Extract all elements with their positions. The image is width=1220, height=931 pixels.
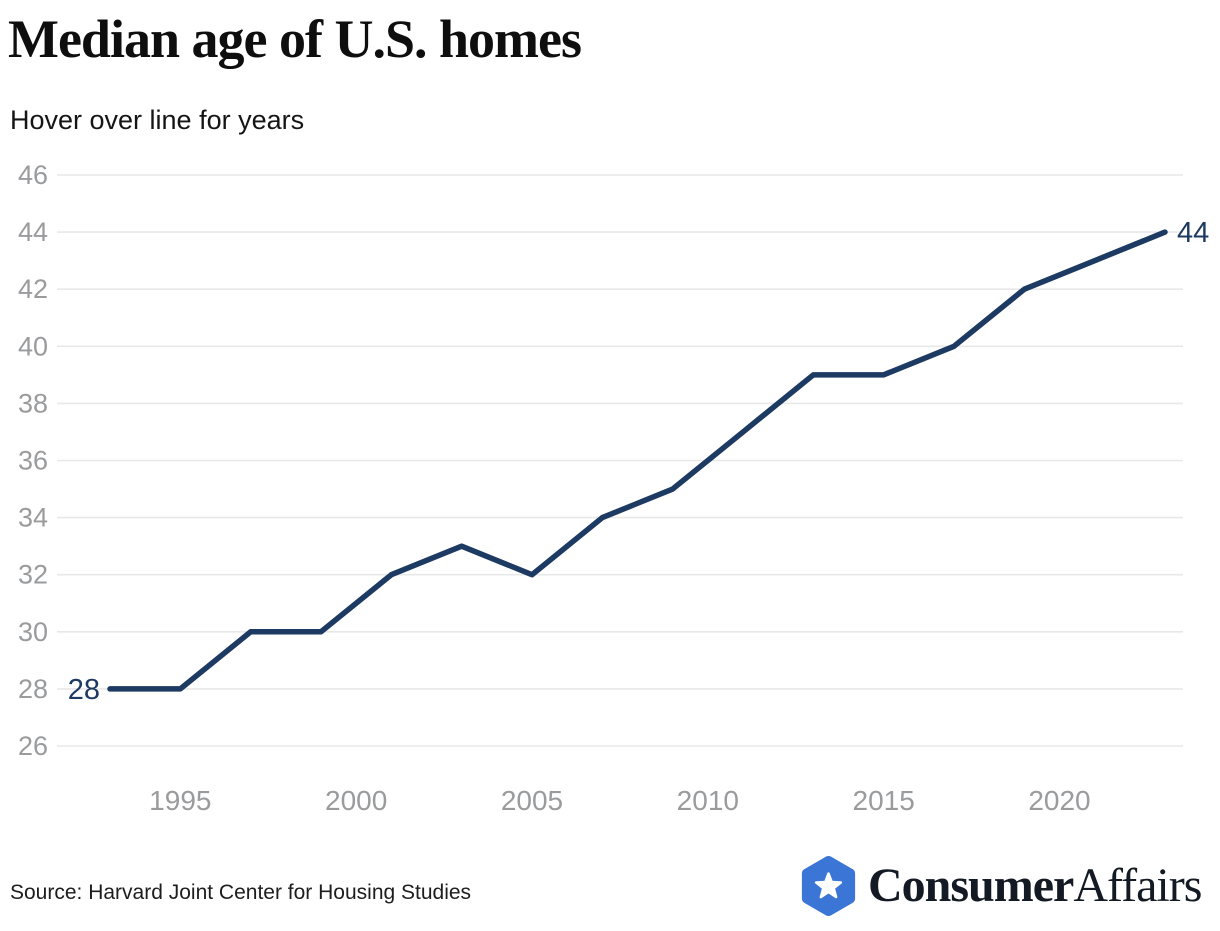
data-line[interactable] (107, 229, 1168, 692)
end-value-label: 44 (1177, 217, 1209, 249)
y-axis-tick-label: 32 (18, 560, 48, 590)
y-axis-tick-label: 40 (18, 331, 48, 361)
y-axis-tick-label: 26 (18, 731, 48, 761)
x-axis-tick-label: 2000 (325, 785, 387, 816)
x-axis-tick-label: 2005 (501, 785, 563, 816)
y-axis-tick-label: 38 (18, 388, 48, 418)
consumeraffairs-logo: ConsumerAffairs (798, 855, 1202, 917)
logo-text-affairs: Affairs (1073, 859, 1202, 912)
y-axis-tick-label: 34 (18, 503, 48, 533)
x-axis-tick-label: 2015 (853, 785, 915, 816)
x-axis-tick-label: 2010 (677, 785, 739, 816)
x-axis-tick-label: 2020 (1028, 785, 1090, 816)
x-axis-tick-label: 1995 (149, 785, 211, 816)
y-axis-tick-label: 44 (18, 217, 48, 247)
logo-text-consumer: Consumer (868, 859, 1074, 912)
y-axis-tick-label: 46 (18, 160, 48, 190)
chart-subtitle: Hover over line for years (10, 105, 305, 135)
y-axis-tick-label: 30 (18, 617, 48, 647)
star-icon (814, 872, 843, 899)
hexagon-star-icon (801, 856, 856, 916)
y-axis-tick-label: 36 (18, 446, 48, 476)
y-axis-tick-label: 42 (18, 274, 48, 304)
y-axis-tick-label: 28 (18, 674, 48, 704)
chart-title: Median age of U.S. homes (8, 9, 582, 69)
source-text: Source: Harvard Joint Center for Housing… (10, 881, 472, 904)
logo-wordmark: ConsumerAffairs (868, 859, 1202, 912)
start-value-label: 28 (68, 674, 100, 706)
